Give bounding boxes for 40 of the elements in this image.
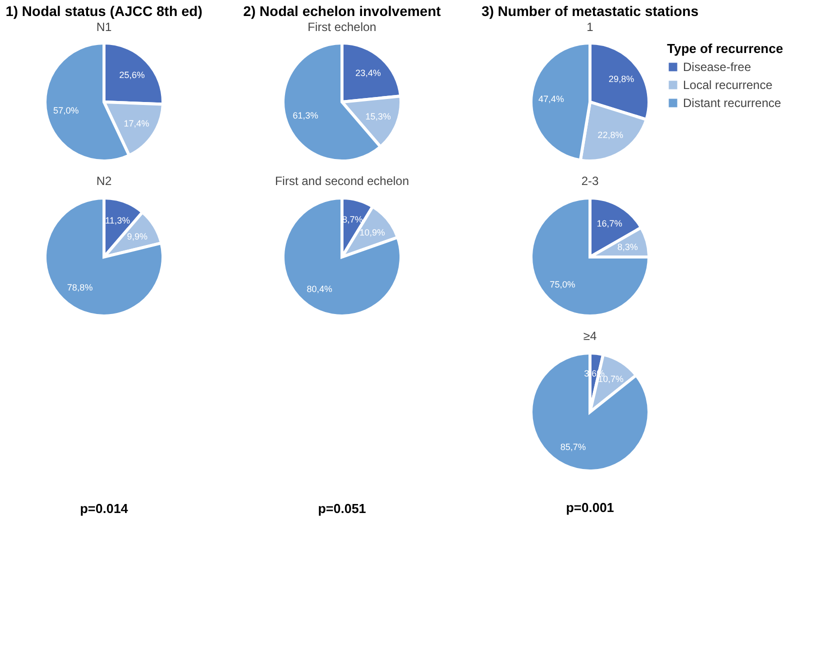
legend-label: Distant recurrence [683,96,782,110]
data-label: 11,3% [105,215,130,226]
data-label: 10,9% [359,227,385,238]
data-label: 78,8% [67,282,93,293]
chart-title: 3) Number of metastatic stations [481,3,699,19]
data-label: 16,7% [596,218,622,228]
chart-subtitle: 2-3 [581,174,599,188]
pie-slice [530,196,650,318]
chart-subtitle: ≥4 [583,329,597,343]
legend-label: Disease-free [683,60,752,74]
pie-slice [282,196,402,318]
pie-slice [44,196,164,318]
data-label: 61,3% [292,110,318,121]
data-label: 29,8% [608,74,634,84]
text: p=0.001 [566,500,614,515]
data-label: 75,0% [550,280,576,290]
chart-subtitle: N1 [96,20,112,34]
data-label: 22,8% [598,130,624,140]
legend-title: Type of recurrence [667,41,784,56]
data-label: 8,3% [617,242,638,252]
chart-subtitle: 1 [586,20,594,34]
chart-subtitle: First and second echelon [274,174,410,188]
data-label: 10,7% [598,374,624,384]
chart-subtitle: N2 [96,174,112,188]
data-label: 17,4% [124,118,150,128]
data-label: 25,6% [119,70,145,80]
data-label: 23,4% [355,68,381,78]
legend-label: Local recurrence [683,78,773,92]
text: p=0.014 [80,501,129,516]
data-label: 9,9% [126,232,148,242]
data-label: 85,7% [560,442,586,452]
data-label: 80,4% [306,284,332,294]
chart-title: 1) Nodal status (AJCC 8th ed) [6,3,202,19]
chart-subtitle: First echelon [308,20,376,34]
data-label: 47,4% [538,94,564,104]
data-label: 57,0% [53,105,79,116]
data-label: 15,3% [365,111,391,122]
pie-slice [530,352,650,472]
text: p=0.051 [318,501,366,516]
chart-title: 2) Nodal echelon involvement [243,3,442,19]
